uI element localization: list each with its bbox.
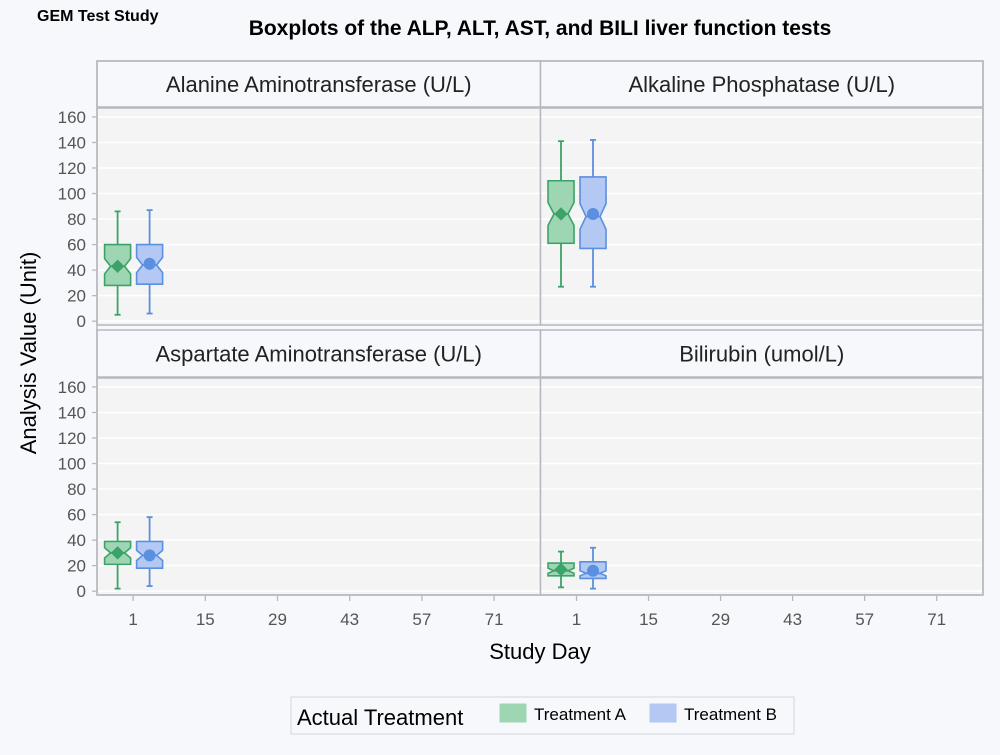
x-tick-label: 71 xyxy=(927,610,946,629)
box-treatment-a xyxy=(547,550,575,589)
y-tick-label: 120 xyxy=(58,429,86,448)
mean-marker xyxy=(554,562,568,577)
panel-strip xyxy=(539,60,984,108)
panel-1: Alanine Aminotransferase (U/L) 0 20 40 60 80 1… xyxy=(58,60,542,331)
x-tick-label: 43 xyxy=(783,610,802,629)
y-tick-label: 40 xyxy=(67,261,86,280)
y-tick-label: 100 xyxy=(58,185,86,204)
panel-background xyxy=(97,378,541,595)
x-tick-label: 29 xyxy=(268,610,287,629)
panel-2: Alkaline Phosphatase (U/L) xyxy=(539,60,984,326)
y-axis-label: Analysis Value (Unit) xyxy=(16,252,41,455)
y-tick-label: 60 xyxy=(67,506,86,525)
y-tick-label: 160 xyxy=(58,108,86,127)
legend-title: Actual Treatment xyxy=(297,705,463,730)
x-tick-label: 1 xyxy=(128,610,137,629)
x-tick-label: 29 xyxy=(711,610,730,629)
box-treatment-b xyxy=(579,139,607,288)
chart-title: Boxplots of the ALP, ALT, AST, and BILI … xyxy=(249,17,832,40)
panel-title: Alanine Aminotransferase (U/L) xyxy=(166,72,472,97)
x-tick-label: 57 xyxy=(855,610,874,629)
panel-title: Aspartate Aminotransferase (U/L) xyxy=(156,342,482,367)
mean-marker xyxy=(554,207,568,221)
box-treatment-b xyxy=(579,546,607,590)
y-tick-label: 80 xyxy=(67,210,86,229)
box-treatment-a xyxy=(103,521,132,590)
y-tick-label: 20 xyxy=(67,557,86,576)
mean-marker xyxy=(143,257,156,270)
x-tick-label: 43 xyxy=(340,610,359,629)
box-treatment-b xyxy=(135,516,164,587)
panel-3: Aspartate Aminotransferase (U/L) 0 20 40 60 8… xyxy=(58,329,542,629)
mean-marker xyxy=(587,564,600,577)
y-tick-label: 0 xyxy=(77,582,86,601)
x-tick-label: 1 xyxy=(572,610,581,629)
panels-frame xyxy=(96,60,984,596)
mean-marker xyxy=(587,207,600,220)
x-tick-label: 15 xyxy=(196,610,215,629)
y-tick-label: 60 xyxy=(67,236,86,255)
y-tick-label: 40 xyxy=(67,531,86,550)
panel-background xyxy=(540,108,983,325)
study-label: GEM Test Study xyxy=(37,8,159,25)
panel-4: Bilirubin (umol/L) 1 15 29 43 57 71 xyxy=(539,329,984,629)
panel-title: Bilirubin (umol/L) xyxy=(679,342,844,367)
y-tick-label: 100 xyxy=(58,455,86,474)
box-treatment-a xyxy=(103,210,132,316)
y-tick-label: 140 xyxy=(58,133,86,152)
x-tick-label: 15 xyxy=(639,610,658,629)
legend: Actual Treatment Treatment A Treatment B xyxy=(290,696,795,735)
box-treatment-a xyxy=(547,140,575,288)
legend-swatch xyxy=(649,703,677,723)
mean-marker xyxy=(110,546,125,560)
legend-box xyxy=(290,696,795,735)
y-tick-label: 0 xyxy=(77,312,86,331)
panel-strip xyxy=(96,60,542,108)
panels-layer: Alanine Aminotransferase (U/L) 0 20 40 60 80 1… xyxy=(58,60,984,629)
panel-title: Alkaline Phosphatase (U/L) xyxy=(628,72,895,97)
legend-swatch xyxy=(499,703,527,723)
legend-item-label: Treatment A xyxy=(534,705,627,724)
y-tick-label: 160 xyxy=(58,378,86,397)
x-tick-label: 71 xyxy=(485,610,504,629)
x-tick-label: 57 xyxy=(412,610,431,629)
legend-item-label: Treatment B xyxy=(684,705,777,724)
y-tick-label: 20 xyxy=(67,287,86,306)
mean-marker xyxy=(143,549,156,562)
box-treatment-b xyxy=(135,209,164,315)
mean-marker xyxy=(110,259,125,273)
y-tick-label: 80 xyxy=(67,480,86,499)
x-axis-label: Study Day xyxy=(489,639,591,664)
panel-strip xyxy=(539,329,984,378)
panel-background xyxy=(97,108,541,325)
panel-background xyxy=(540,378,983,595)
y-tick-label: 140 xyxy=(58,403,86,422)
y-tick-label: 120 xyxy=(58,159,86,178)
